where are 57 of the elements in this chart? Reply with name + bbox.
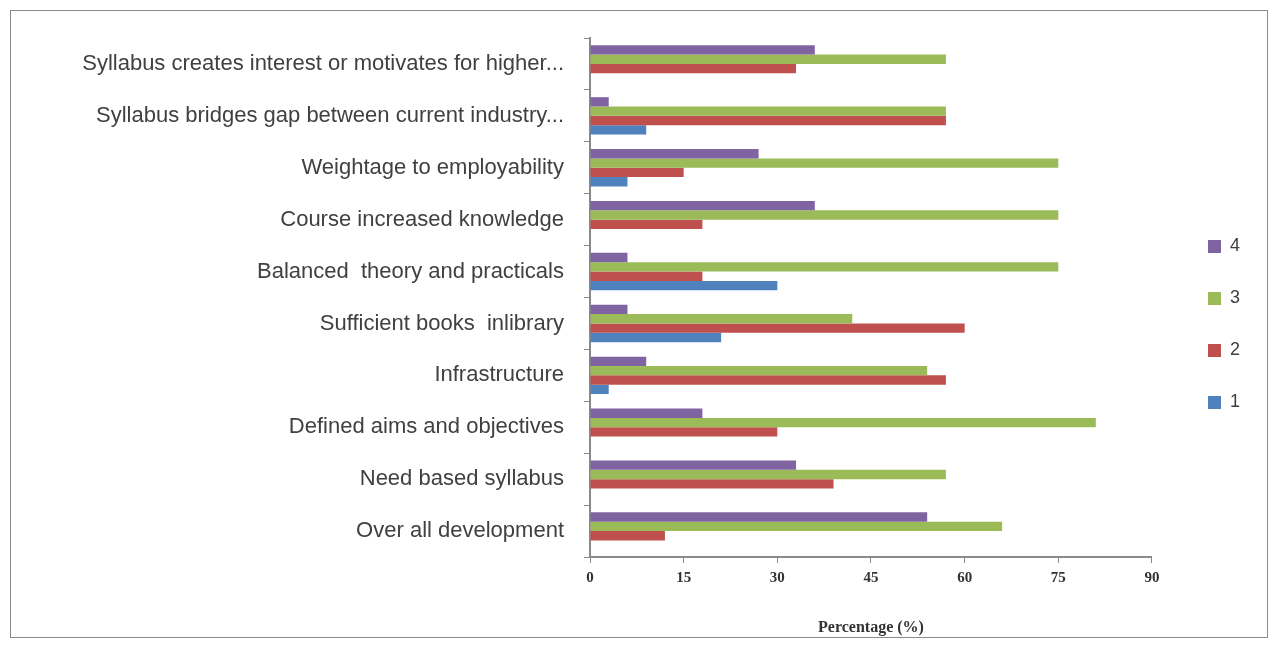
x-tick-label: 30 <box>769 568 785 585</box>
bar <box>590 158 1059 168</box>
bar <box>590 521 1003 532</box>
y-tick-label: Need based syllabus <box>359 465 564 491</box>
bar <box>590 408 703 418</box>
bar <box>590 417 1096 428</box>
bar <box>590 332 722 343</box>
y-tick-label: Weightage to employability <box>301 153 564 179</box>
bar <box>590 252 628 263</box>
bar <box>590 304 628 315</box>
legend-label: 1 <box>1229 391 1240 412</box>
y-tick-label: Balanced theory and practicals <box>257 257 564 283</box>
x-tick-label: 45 <box>863 568 879 585</box>
x-tick-label: 15 <box>676 568 692 585</box>
bar <box>590 366 928 376</box>
bar <box>590 512 928 522</box>
x-tick-label: 75 <box>1050 568 1066 585</box>
legend-label: 4 <box>1229 235 1240 256</box>
bar <box>590 54 946 64</box>
bar <box>590 210 1059 220</box>
bar <box>590 469 946 480</box>
bar <box>590 531 665 541</box>
bar <box>590 460 797 470</box>
bar <box>590 115 946 126</box>
bar <box>590 200 815 211</box>
y-tick-label: Course increased knowledge <box>280 205 564 231</box>
bar <box>590 271 703 281</box>
x-tick-label: 90 <box>1144 568 1160 585</box>
legend-label: 3 <box>1229 287 1240 308</box>
x-axis-title: Percentage (%) <box>818 617 924 636</box>
bar <box>590 106 946 116</box>
bar <box>590 262 1059 272</box>
bar <box>590 479 834 489</box>
bar <box>590 97 609 107</box>
x-tick-label: 60 <box>957 568 973 585</box>
bar <box>590 167 684 178</box>
y-tick-label: Syllabus creates interest or motivates for higher... <box>82 50 564 76</box>
bar <box>590 314 853 324</box>
bar <box>590 63 797 74</box>
bar <box>590 219 703 229</box>
y-tick-label: Defined aims and objectives <box>288 413 564 439</box>
bar <box>590 125 647 135</box>
y-tick-label: Syllabus bridges gap between current industry... <box>96 101 564 127</box>
x-tick-label: 0 <box>586 568 594 585</box>
bar <box>590 384 609 395</box>
bar <box>590 149 759 159</box>
bar <box>590 375 946 385</box>
y-tick-label: Over all development <box>356 517 564 543</box>
bar <box>590 280 778 291</box>
legend-label: 2 <box>1229 339 1240 360</box>
bar <box>590 323 965 333</box>
bar <box>590 356 647 367</box>
y-tick-label: Sufficient books inlibrary <box>319 309 564 335</box>
bar <box>590 427 778 437</box>
bar <box>590 45 815 55</box>
bar <box>590 177 628 187</box>
y-tick-label: Infrastructure <box>434 361 564 387</box>
